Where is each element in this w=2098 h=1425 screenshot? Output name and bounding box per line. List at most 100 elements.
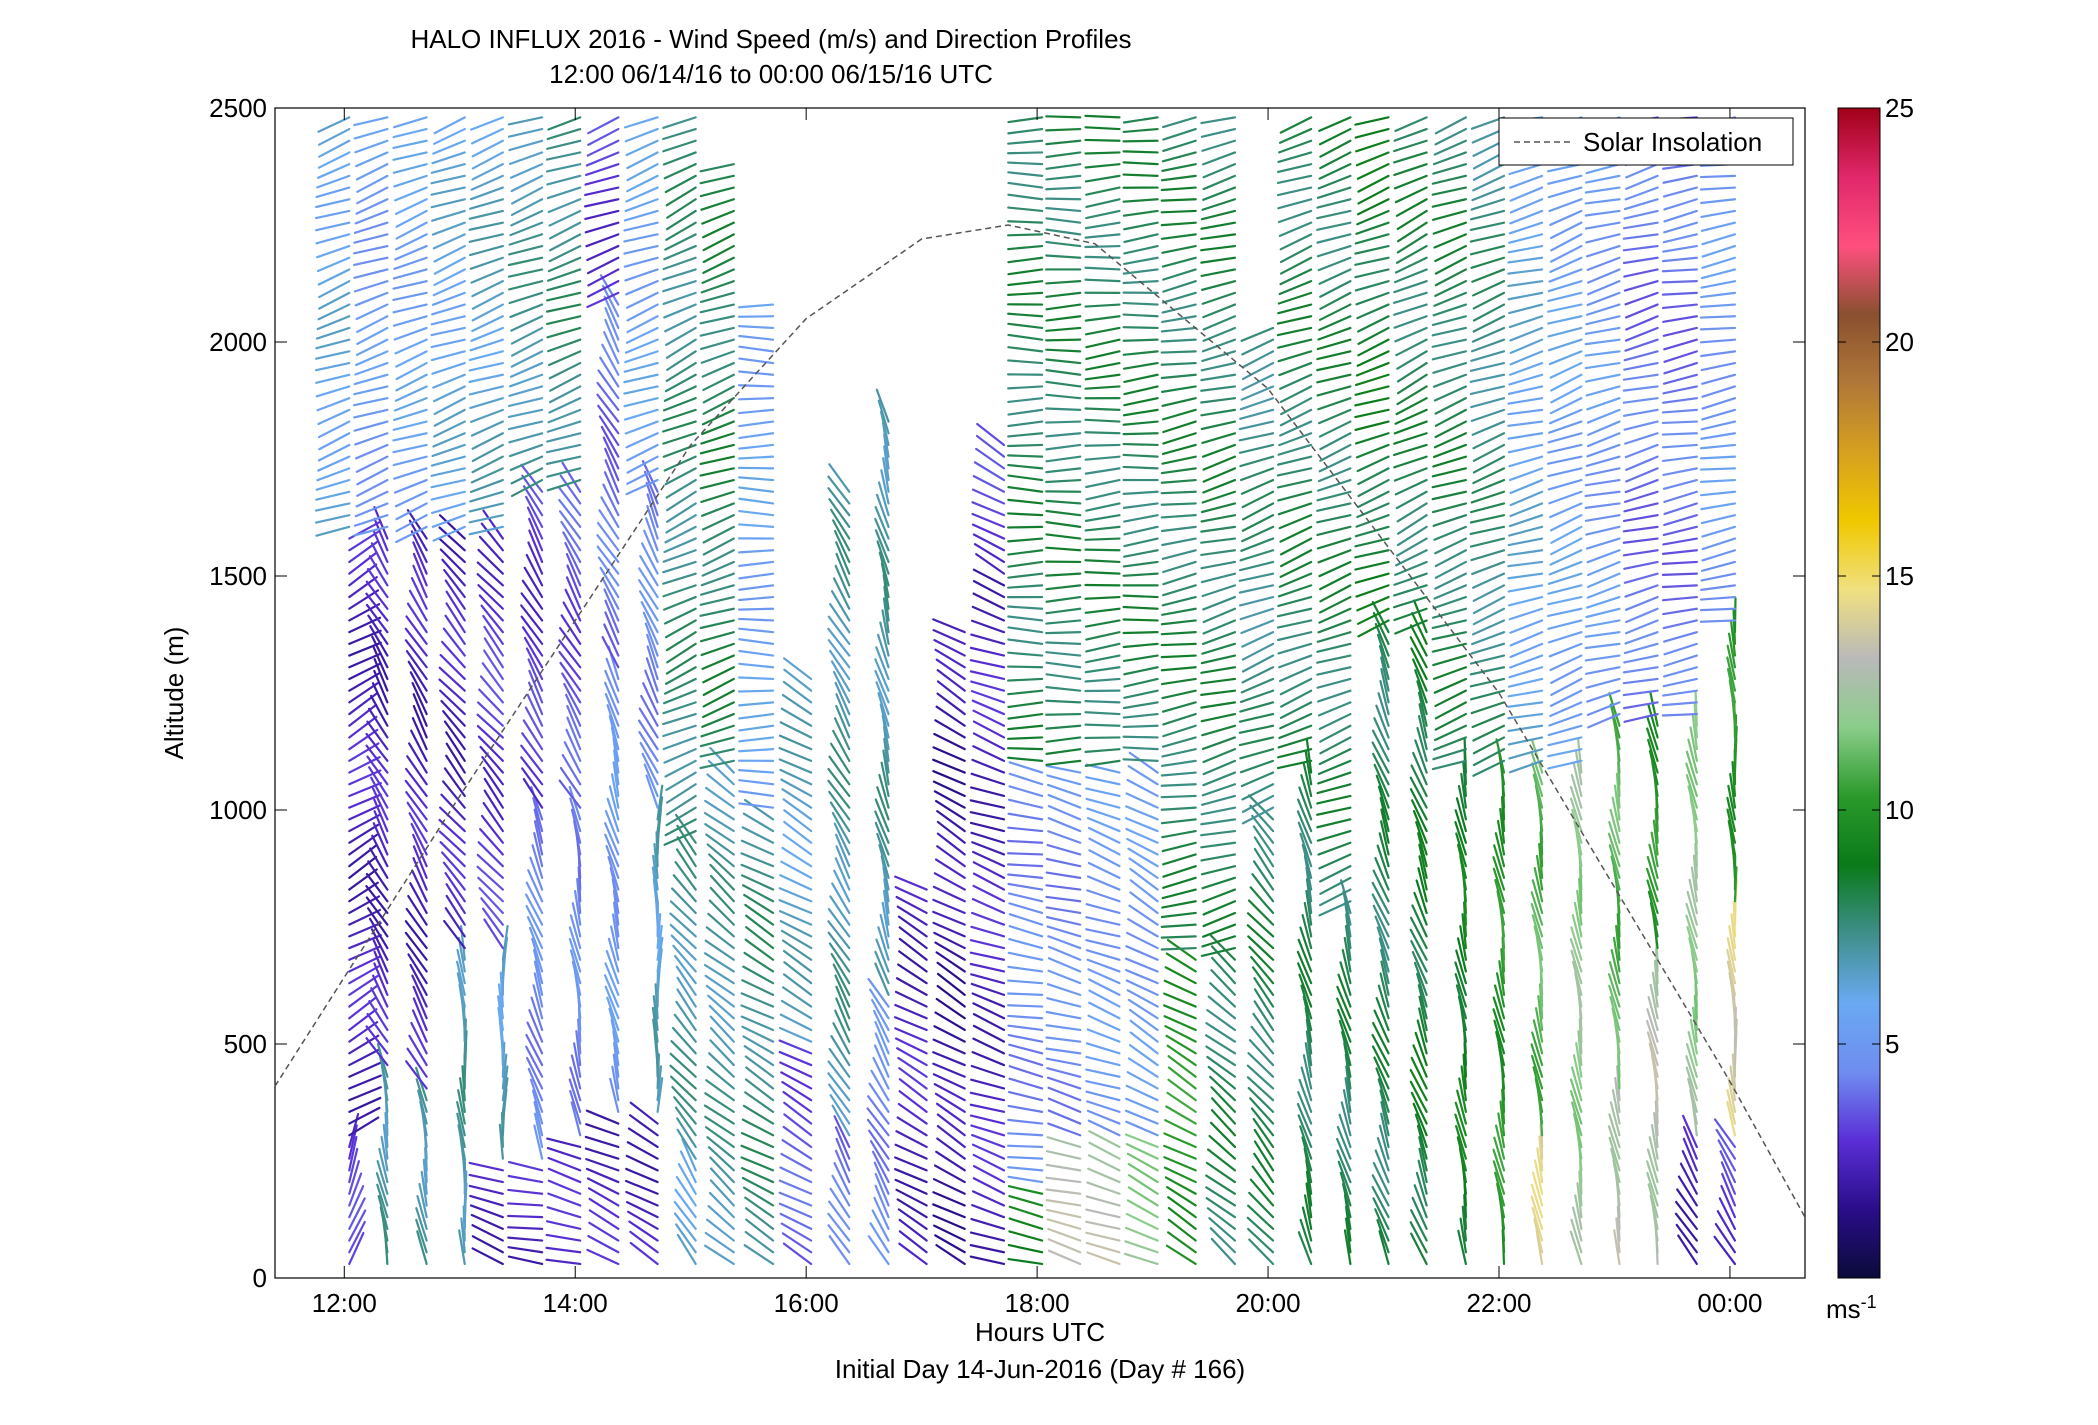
wind-barb	[1431, 174, 1467, 185]
wind-barb	[1251, 1165, 1275, 1195]
wind-barb	[1279, 537, 1313, 556]
wind-barb	[1124, 1226, 1159, 1242]
wind-barb	[1253, 1000, 1275, 1032]
wind-barb	[1418, 1007, 1428, 1043]
wind-barb	[705, 1218, 735, 1242]
wind-barb	[625, 280, 659, 296]
wind-barb	[1085, 787, 1121, 798]
wind-barb	[972, 732, 1006, 751]
wind-barb	[1531, 762, 1544, 798]
wind-barb	[663, 748, 697, 764]
wind-barb	[438, 537, 466, 564]
wind-barb	[1161, 829, 1197, 839]
wind-barb	[1248, 1238, 1275, 1266]
wind-barb	[348, 672, 380, 692]
wind-barb	[1685, 902, 1698, 938]
wind-barb	[1432, 595, 1467, 610]
wind-barb	[1549, 397, 1583, 415]
wind-barb	[1547, 315, 1583, 325]
wind-barb	[409, 671, 428, 704]
wind-barb	[1316, 631, 1352, 643]
wind-barb	[1122, 161, 1159, 166]
wind-barb	[1686, 890, 1698, 926]
wind-barb	[1730, 913, 1737, 950]
wind-barb	[1547, 303, 1583, 313]
wind-barb	[507, 1214, 544, 1219]
wind-barb	[832, 519, 851, 552]
y-tick-label: 1500	[209, 561, 267, 591]
wind-barb	[586, 1248, 620, 1266]
wind-barb	[1508, 315, 1544, 329]
wind-barb	[1508, 607, 1544, 621]
wind-barb	[699, 455, 735, 465]
wind-barb	[1584, 514, 1621, 522]
wind-barb	[1378, 937, 1390, 973]
wind-barb	[1622, 666, 1659, 674]
wind-barb	[1394, 560, 1428, 576]
wind-barb	[1007, 1024, 1044, 1032]
wind-barb	[1720, 1184, 1737, 1219]
wind-barb	[874, 658, 890, 692]
wind-barb	[406, 801, 428, 833]
wind-barb	[1007, 463, 1044, 470]
wind-barb	[1160, 514, 1197, 519]
wind-barb	[1624, 432, 1659, 445]
wind-barb	[1624, 619, 1659, 635]
wind-barb	[1434, 268, 1467, 287]
wind-barb	[1160, 209, 1197, 214]
wind-barb	[1455, 832, 1467, 868]
wind-barb	[699, 478, 735, 490]
wind-barb	[601, 636, 620, 669]
wind-barb	[546, 186, 582, 200]
wind-barb	[546, 1206, 582, 1219]
wind-barb	[1161, 736, 1197, 748]
wind-barb	[835, 704, 851, 739]
wind-barb	[1549, 654, 1583, 672]
wind-barb	[872, 1056, 890, 1090]
wind-barb	[1045, 315, 1082, 322]
wind-barb	[1162, 280, 1197, 293]
wind-barb	[741, 979, 775, 996]
wind-barb	[433, 244, 466, 263]
wind-barb	[1455, 797, 1467, 833]
wind-barb	[584, 1147, 620, 1160]
wind-barb	[626, 151, 659, 170]
wind-barb	[1472, 607, 1506, 626]
wind-barb	[1084, 418, 1121, 423]
wind-barb	[1007, 193, 1044, 201]
wind-barb	[969, 670, 1006, 681]
wind-barb	[1726, 960, 1737, 996]
wind-barb	[704, 1231, 735, 1254]
wind-barb	[1509, 654, 1544, 669]
wind-barb	[829, 801, 851, 833]
wind-barb	[1343, 1229, 1352, 1266]
wind-barb	[877, 633, 890, 669]
wind-barb	[1241, 631, 1275, 648]
wind-barb	[1570, 1218, 1583, 1254]
wind-barb	[1662, 186, 1698, 198]
wind-barb	[1122, 701, 1159, 710]
wind-barb	[1663, 642, 1698, 656]
wind-barb	[1161, 549, 1197, 560]
wind-barb	[545, 1246, 582, 1254]
wind-barb	[404, 931, 428, 961]
wind-barb	[738, 325, 775, 330]
wind-barb	[584, 1135, 620, 1149]
wind-barb	[1319, 291, 1352, 310]
wind-barb	[874, 962, 890, 996]
wind-barb	[1622, 549, 1659, 557]
wind-barb	[1571, 914, 1583, 950]
wind-barb	[1549, 689, 1583, 707]
wind-barb	[605, 657, 620, 692]
wind-barb	[1161, 537, 1197, 547]
wind-barb	[1456, 1136, 1467, 1172]
wind-barb	[741, 1025, 775, 1043]
colorbar-tick-label: 15	[1885, 561, 1914, 591]
wind-barb	[1494, 832, 1506, 868]
wind-barb	[1622, 256, 1659, 265]
wind-barb	[561, 753, 582, 786]
wind-barb	[1431, 490, 1467, 501]
plot-area	[274, 107, 1806, 1279]
wind-barb	[699, 595, 735, 606]
wind-barb	[563, 741, 582, 774]
